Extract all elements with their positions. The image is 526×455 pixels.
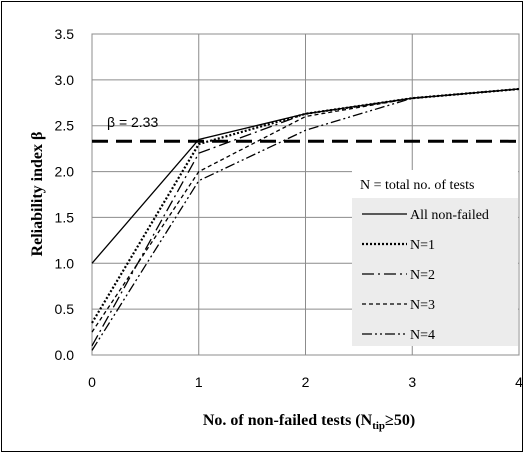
x-axis-title-tail: ≥50): [385, 412, 415, 429]
x-tick-label: 2: [302, 374, 310, 390]
y-tick-label: 1.0: [55, 255, 75, 271]
legend-label-2: N=1: [410, 238, 435, 253]
y-axis-title: Reliability index β: [29, 132, 46, 257]
x-axis-title-main: No. of non-failed tests (N: [203, 412, 373, 429]
x-tick-labels: 0 1 2 3 4: [88, 374, 523, 390]
legend-label-5: N=4: [410, 328, 435, 343]
x-axis-title-sub: tip: [372, 420, 385, 432]
series-line-3: [91, 88, 520, 347]
series-line-5: [91, 88, 520, 351]
x-axis-title: No. of non-failed tests (Ntip≥50): [203, 412, 415, 432]
y-tick-label: 2.5: [55, 118, 75, 134]
series-group: [91, 87, 520, 351]
y-tick-label: 3.0: [55, 72, 75, 88]
legend-items: All non-failed N=1 N=2 N=3 N=4: [362, 208, 489, 343]
legend-title-box: [352, 170, 518, 198]
y-tick-label: 1.5: [55, 209, 75, 225]
legend-box: [352, 198, 518, 346]
legend-label-1: All non-failed: [410, 208, 489, 223]
x-tick-label: 1: [195, 374, 203, 390]
legend-label-4: N=3: [410, 298, 435, 313]
x-tick-label: 3: [408, 374, 416, 390]
y-tick-labels: 0.0 0.5 1.0 1.5 2.0 2.5 3.0 3.5: [55, 26, 75, 363]
x-tick-label: 4: [515, 374, 523, 390]
y-tick-label: 3.5: [55, 26, 75, 42]
legend: N = total no. of tests All non-failed N=1…: [352, 170, 518, 346]
y-tick-label: 0.5: [55, 301, 75, 317]
y-tick-label: 0.0: [55, 347, 75, 363]
reference-line-label: β = 2.33: [107, 114, 158, 130]
grid: [91, 33, 520, 356]
legend-title: N = total no. of tests: [360, 178, 474, 193]
y-tick-label: 2.0: [55, 164, 75, 180]
x-tick-label: 0: [88, 374, 96, 390]
legend-label-3: N=2: [410, 268, 435, 283]
